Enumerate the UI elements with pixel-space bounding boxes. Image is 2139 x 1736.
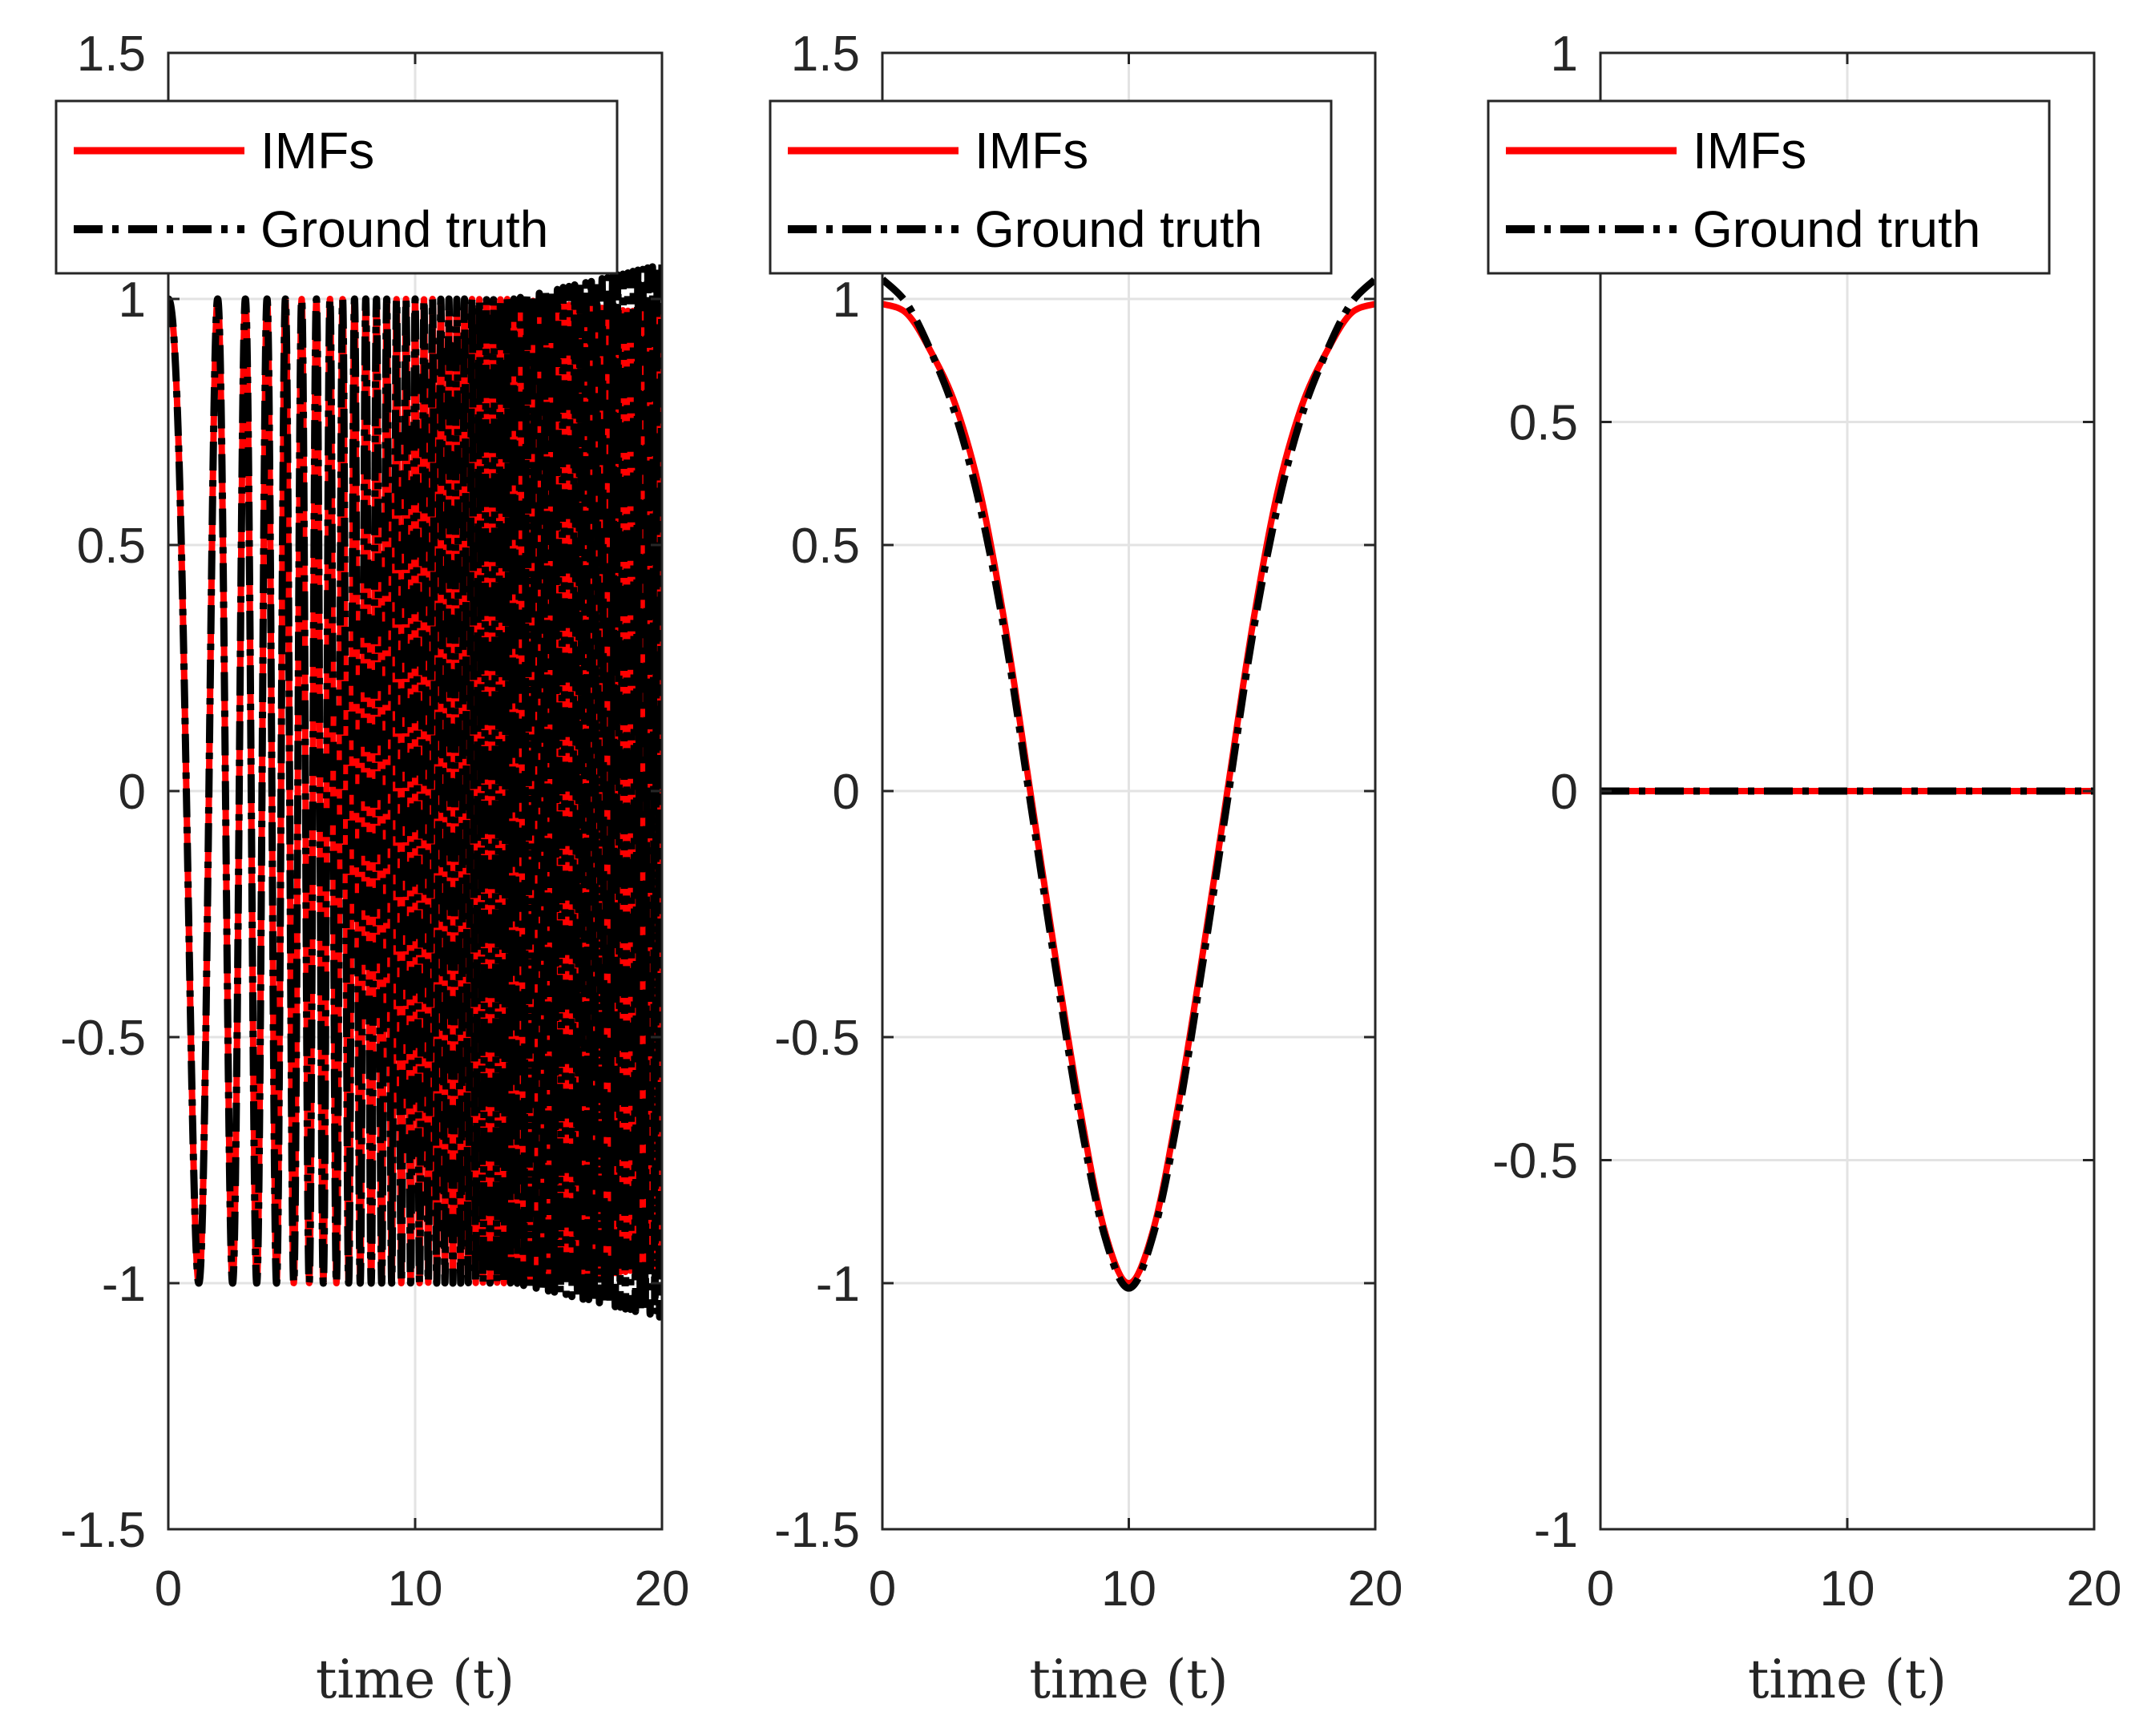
legend-label: Ground truth xyxy=(1693,200,1980,258)
legend-box xyxy=(1487,99,2051,275)
y-tick-label: 0 xyxy=(1551,765,1578,820)
x-axis-label: time (t) xyxy=(316,1649,515,1710)
series-ground-truth-line xyxy=(882,277,1375,1292)
legend-label: Ground truth xyxy=(260,200,548,258)
y-tick-label: 0.5 xyxy=(1509,396,1578,451)
x-tick-label: 0 xyxy=(155,1561,182,1617)
legend-box xyxy=(54,99,619,275)
legend-label: IMFs xyxy=(260,122,374,180)
legend: IMFs Ground truth xyxy=(769,99,1333,275)
y-tick-label: 0.5 xyxy=(77,519,146,574)
series-ground-truth-line xyxy=(168,262,662,1321)
y-tick-label: -0.5 xyxy=(1492,1134,1578,1189)
x-tick-label: 20 xyxy=(2067,1561,2122,1617)
x-tick-label: 10 xyxy=(1101,1561,1156,1617)
legend: IMFs Ground truth xyxy=(1487,99,2051,275)
x-axis-label: time (t) xyxy=(1748,1649,1947,1710)
legend-label: IMFs xyxy=(975,122,1088,180)
y-tick-label: 1 xyxy=(1551,26,1578,82)
y-tick-label: 0 xyxy=(119,765,146,820)
x-axis-label: time (t) xyxy=(1029,1649,1228,1710)
y-tick-label: -1 xyxy=(1534,1503,1578,1558)
panel-left: 0 10 20 -1.5 -1 -0.5 0 0.5 1 1.5 time (t) IMFs Groun… xyxy=(54,26,690,1710)
y-tick-label: 1.5 xyxy=(77,26,146,82)
y-tick-label: -0.5 xyxy=(60,1011,146,1066)
legend-box xyxy=(769,99,1333,275)
panel-middle: 0 10 20 -1.5 -1 -0.5 0 0.5 1 1.5 time (t) IMFs Groun… xyxy=(769,26,1403,1710)
y-tick-label: -0.5 xyxy=(774,1011,860,1066)
y-tick-label: 0.5 xyxy=(791,519,860,574)
y-tick-label: -1.5 xyxy=(60,1503,146,1558)
y-tick-label: -1 xyxy=(102,1257,146,1312)
x-tick-label: 20 xyxy=(635,1561,690,1617)
x-tick-label: 20 xyxy=(1348,1561,1403,1617)
panel-right: 0 10 20 -1 -0.5 0 0.5 1 time (t) IMFs Ground truth xyxy=(1487,26,2122,1710)
x-tick-label: 10 xyxy=(388,1561,443,1617)
x-tick-label: 0 xyxy=(1587,1561,1614,1617)
y-tick-label: -1 xyxy=(816,1257,860,1312)
y-tick-label: 1.5 xyxy=(791,26,860,82)
legend-label: IMFs xyxy=(1693,122,1806,180)
y-tick-label: 1 xyxy=(119,273,146,328)
x-tick-label: 0 xyxy=(869,1561,896,1617)
legend: IMFs Ground truth xyxy=(54,99,619,275)
legend-label: Ground truth xyxy=(975,200,1262,258)
y-tick-label: 1 xyxy=(833,273,860,328)
y-tick-label: -1.5 xyxy=(774,1503,860,1558)
x-tick-label: 10 xyxy=(1820,1561,1875,1617)
y-tick-label: 0 xyxy=(833,765,860,820)
